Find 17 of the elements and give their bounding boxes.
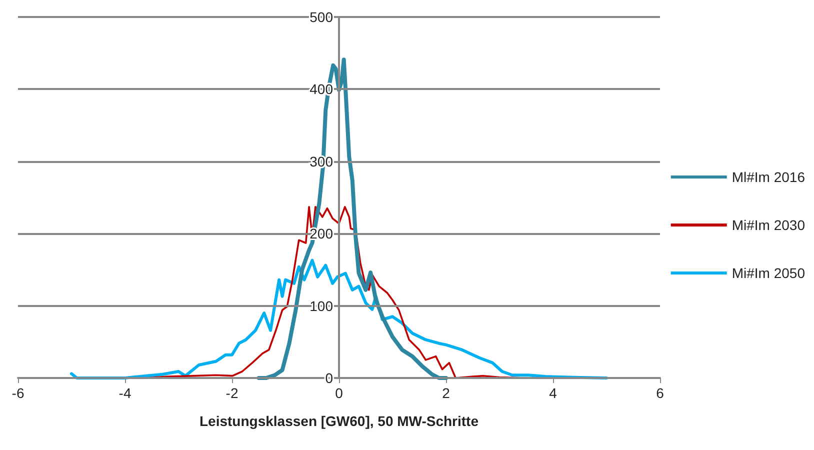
y-tick-label: 0 <box>325 370 334 386</box>
y-tick-label: 200 <box>310 226 334 242</box>
y-tick-label: 400 <box>310 81 334 98</box>
legend-label: Mi#Im 2030 <box>732 217 806 233</box>
x-tick-label: 2 <box>442 385 450 401</box>
legend-label: Mi#Im 2050 <box>732 265 806 281</box>
x-axis-title: Leistungsklassen [GW60], 50 MW-Schritte <box>199 413 479 429</box>
x-tick-label: -6 <box>12 385 24 401</box>
y-tick-label: 100 <box>310 298 334 314</box>
x-tick-label: 0 <box>335 385 344 401</box>
x-tick-label: -2 <box>226 385 238 401</box>
x-tick-label: 4 <box>549 385 558 401</box>
x-tick-label: 6 <box>656 385 664 401</box>
x-tick-label: -4 <box>118 385 132 401</box>
legend-label: Ml#Im 2016 <box>732 169 806 185</box>
y-tick-label: 300 <box>310 153 334 170</box>
y-tick-label: 500 <box>310 9 334 25</box>
